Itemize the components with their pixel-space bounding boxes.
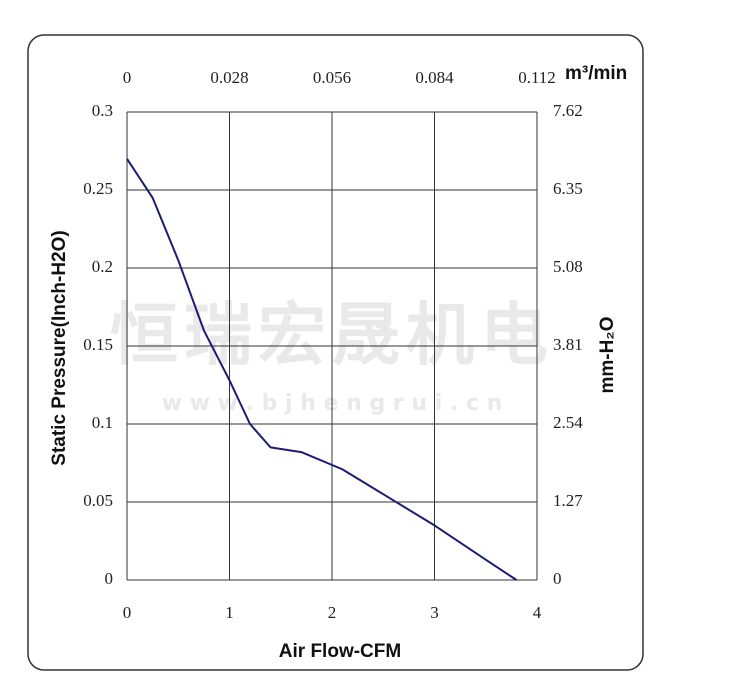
- y2-tick-label: 7.62: [553, 101, 583, 120]
- watermark: 恒瑞宏晟机电: [110, 297, 554, 376]
- curve: [126, 158, 518, 581]
- y-tick-label: 0.05: [83, 491, 113, 510]
- x2-tick-label: 0.028: [210, 68, 248, 87]
- y-tick-label: 0: [105, 569, 114, 588]
- y2-tick-label: 3.81: [553, 335, 583, 354]
- x2-axis-label: m³/min: [565, 63, 627, 84]
- x-tick-label: 0: [123, 603, 132, 622]
- y-axis-label: Static Pressure(Inch-H2O): [49, 230, 70, 465]
- y-tick-label: 0.2: [92, 257, 113, 276]
- x2-tick-label: 0.084: [415, 68, 454, 87]
- x-tick-label: 2: [328, 603, 337, 622]
- x-axis-label: Air Flow-CFM: [279, 641, 401, 662]
- frame: [27, 34, 644, 671]
- y2-tick-label: 6.35: [553, 179, 583, 198]
- y-tick-label: 0.3: [92, 101, 113, 120]
- y2-tick-label: 0: [553, 569, 562, 588]
- y-tick-label: 0.1: [92, 413, 113, 432]
- x-tick-label: 3: [430, 603, 439, 622]
- y2-axis-label: mm-H₂O: [597, 316, 618, 393]
- y2-tick-label: 2.54: [553, 413, 583, 432]
- y2-tick-label: 5.08: [553, 257, 583, 276]
- x-tick-label: 4: [533, 603, 542, 622]
- y-tick-label: 0.15: [83, 335, 113, 354]
- x2-tick-label: 0.112: [518, 68, 556, 87]
- x2-tick-label: 0.056: [313, 68, 351, 87]
- x2-tick-label: 0: [123, 68, 132, 87]
- x-tick-label: 1: [225, 603, 234, 622]
- y-tick-label: 0.25: [83, 179, 113, 198]
- y2-tick-label: 1.27: [553, 491, 583, 510]
